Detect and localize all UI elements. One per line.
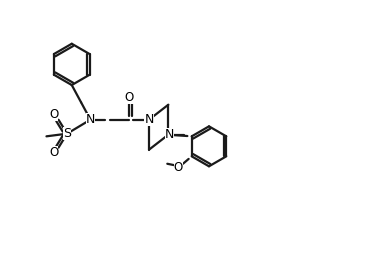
Text: N: N: [86, 113, 95, 126]
Text: S: S: [63, 127, 71, 140]
Text: N: N: [165, 128, 174, 141]
Text: O: O: [174, 162, 183, 174]
Text: O: O: [49, 147, 58, 159]
Text: O: O: [49, 108, 58, 121]
Text: O: O: [124, 91, 134, 104]
Text: N: N: [144, 113, 154, 126]
